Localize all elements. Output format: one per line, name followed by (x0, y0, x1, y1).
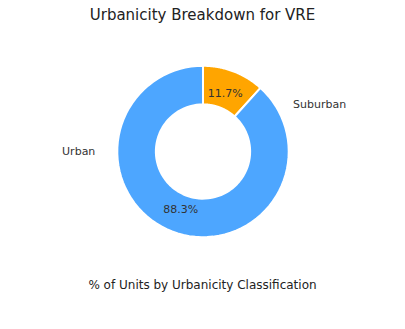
svg-text:88.3%: 88.3% (163, 203, 198, 216)
svg-text:Urban: Urban (62, 145, 95, 158)
html-text:Urbanicity Breakdown for VRE: Urbanicity Breakdown for VRE (89, 6, 316, 24)
html-text:% of Units by Urbanicity Class: % of Units by Urbanicity Classification (88, 278, 317, 292)
svg-text:Suburban: Suburban (293, 98, 346, 111)
svg-text:11.7%: 11.7% (208, 87, 243, 100)
